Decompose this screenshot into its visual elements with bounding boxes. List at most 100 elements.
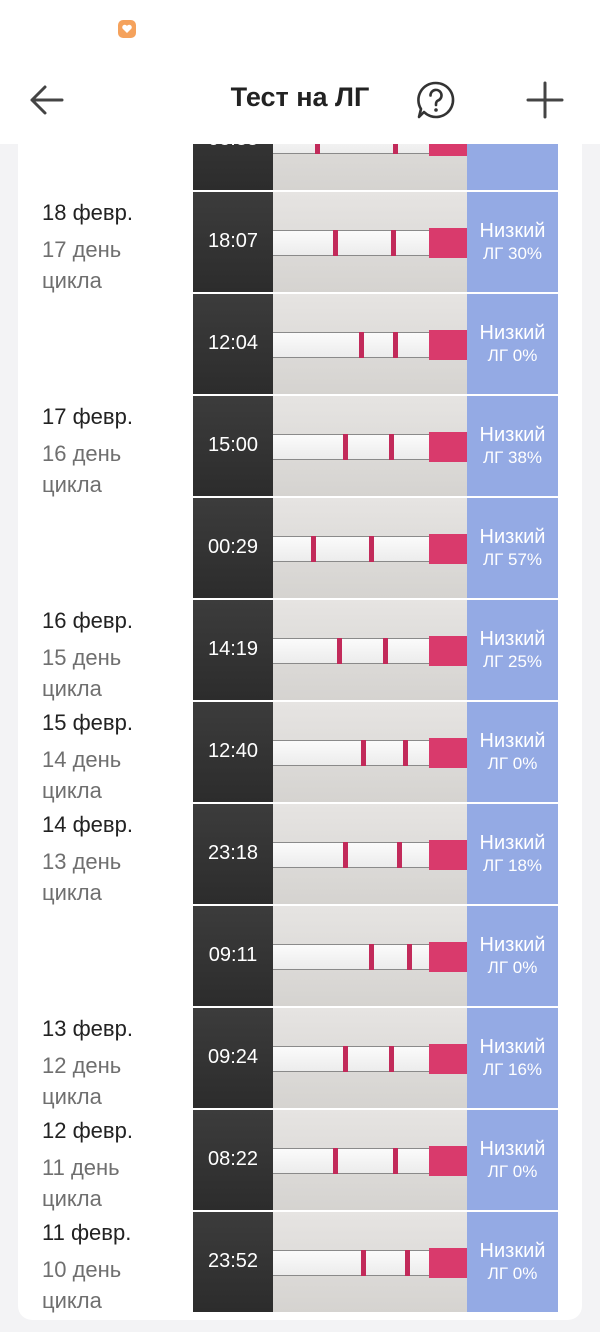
cycle-day: 15 день цикла — [42, 645, 122, 701]
test-time: 12:04 — [207, 332, 259, 354]
row-divider — [193, 700, 558, 702]
test-strip-photo[interactable]: 09:24 — [193, 1008, 467, 1108]
lh-result: Низкий ЛГ 57% — [467, 498, 558, 598]
lh-percent: ЛГ 18% — [482, 856, 543, 875]
test-time: 14:19 — [207, 638, 259, 660]
app-notification-icon — [118, 20, 136, 38]
row-divider — [193, 1312, 558, 1314]
test-strip-photo[interactable]: 12:40 — [193, 702, 467, 802]
strip-sample-pad — [429, 636, 467, 666]
lh-result: Низкий ЛГ 16% — [467, 1008, 558, 1108]
photo-shadow — [193, 396, 273, 496]
cycle-day: 17 день цикла — [42, 237, 122, 293]
lh-level: Низкий — [479, 628, 546, 650]
strip-line — [397, 842, 402, 868]
test-time: 23:18 — [207, 842, 259, 864]
test-time: 18:07 — [207, 230, 259, 252]
date-column — [42, 504, 192, 510]
entry-date: 12 февр. — [42, 1118, 133, 1143]
test-entry-row[interactable]: 11 февр. 10 день цикла 23:52 Низкий ЛГ 0% — [18, 1212, 582, 1314]
lh-percent: ЛГ 0% — [487, 1264, 538, 1283]
row-divider — [193, 394, 558, 396]
lh-percent: ЛГ 0% — [487, 1162, 538, 1181]
lh-level: Низкий — [479, 1240, 546, 1262]
test-strip-photo[interactable]: 15:00 — [193, 396, 467, 496]
date-column: 16 февр. 15 день цикла — [42, 606, 192, 704]
cycle-day: 14 день цикла — [42, 747, 122, 803]
test-entry-row[interactable]: 16 февр. 15 день цикла 14:19 Низкий ЛГ 25% — [18, 600, 582, 702]
strip-line — [393, 1148, 398, 1174]
test-entry-row[interactable]: 09:11 Низкий ЛГ 0% — [18, 906, 582, 1008]
add-button[interactable] — [522, 78, 568, 122]
row-divider — [193, 1210, 558, 1212]
date-column: 17 февр. 16 день цикла — [42, 402, 192, 500]
test-time: 09:11 — [208, 944, 258, 966]
back-button[interactable] — [24, 78, 72, 122]
test-strip-photo[interactable]: 08:22 — [193, 1110, 467, 1210]
date-column: 12 февр. 11 день цикла — [42, 1116, 192, 1214]
strip-line — [361, 1250, 366, 1276]
test-strip — [273, 144, 467, 154]
test-strip-photo[interactable]: 14:19 — [193, 600, 467, 700]
test-time: 08:33 — [193, 144, 273, 151]
test-entry-row[interactable]: 14 февр. 13 день цикла 23:18 Низкий ЛГ 18% — [18, 804, 582, 906]
page-title: Тест на ЛГ — [230, 82, 370, 112]
test-entry-row[interactable]: 18 февр. 17 день цикла 18:07 Низкий ЛГ 30% — [18, 192, 582, 294]
arrow-left-icon — [30, 85, 64, 115]
strip-line — [337, 638, 342, 664]
entry-date: 11 февр. — [42, 1220, 132, 1245]
strip-sample-pad — [429, 534, 467, 564]
lh-level: Низкий — [479, 832, 546, 854]
test-entry-row[interactable]: 17 февр. 16 день цикла 15:00 Низкий ЛГ 38% — [18, 396, 582, 498]
lh-percent: ЛГ 0% — [487, 754, 538, 773]
photo-shadow — [193, 906, 273, 1006]
strip-line — [343, 434, 348, 460]
photo-shadow — [193, 294, 273, 394]
test-time: 23:52 — [207, 1250, 259, 1272]
entry-date: 16 февр. — [42, 608, 133, 633]
test-strip-photo[interactable]: 12:04 — [193, 294, 467, 394]
test-strip-photo[interactable]: 23:52 — [193, 1212, 467, 1312]
strip-line — [343, 842, 348, 868]
cycle-day: 10 день цикла — [42, 1257, 122, 1313]
strip-line — [407, 944, 412, 970]
plus-icon — [526, 81, 564, 119]
lh-result: Низкий ЛГ 0% — [467, 1212, 558, 1312]
strip-line — [393, 332, 398, 358]
strip-line — [333, 1148, 338, 1174]
strip-line — [315, 144, 320, 154]
lh-result: Низкий ЛГ 0% — [467, 906, 558, 1006]
lh-level: Низкий — [479, 1138, 546, 1160]
cycle-day: 12 день цикла — [42, 1053, 122, 1109]
strip-line — [343, 1046, 348, 1072]
test-entry-row[interactable]: 12:04 Низкий ЛГ 0% — [18, 294, 582, 396]
date-column: 14 февр. 13 день цикла — [42, 810, 192, 908]
row-divider — [193, 904, 558, 906]
test-strip-photo[interactable]: 18:07 — [193, 192, 467, 292]
strip-sample-pad — [429, 1044, 467, 1074]
help-button[interactable] — [414, 78, 458, 122]
strip-sample-pad — [429, 738, 467, 768]
lh-percent: ЛГ 30% — [482, 244, 543, 263]
lh-result: Низкий ЛГ 0% — [467, 702, 558, 802]
test-strip-photo[interactable]: 08:33 — [193, 144, 467, 190]
lh-result: ЛГ 0% — [467, 144, 558, 190]
test-entry-row[interactable]: 08:33 ЛГ 0% — [18, 144, 582, 192]
test-strip-photo[interactable]: 00:29 — [193, 498, 467, 598]
test-entry-row[interactable]: 15 февр. 14 день цикла 12:40 Низкий ЛГ 0% — [18, 702, 582, 804]
test-entry-row[interactable]: 13 февр. 12 день цикла 09:24 Низкий ЛГ 16% — [18, 1008, 582, 1110]
lh-tests-list-card: 08:33 ЛГ 0% 18 февр. 17 день цикла 18:07 Низк… — [18, 144, 582, 1320]
lh-percent: ЛГ 0% — [487, 346, 538, 365]
photo-shadow — [193, 804, 273, 904]
test-strip-photo[interactable]: 23:18 — [193, 804, 467, 904]
strip-sample-pad — [429, 1146, 467, 1176]
test-time: 15:00 — [207, 434, 259, 456]
test-entry-row[interactable]: 12 февр. 11 день цикла 08:22 Низкий ЛГ 0% — [18, 1110, 582, 1212]
lh-result: Низкий ЛГ 25% — [467, 600, 558, 700]
row-divider — [193, 598, 558, 600]
lh-result: Низкий ЛГ 18% — [467, 804, 558, 904]
strip-line — [383, 638, 388, 664]
test-entry-row[interactable]: 00:29 Низкий ЛГ 57% — [18, 498, 582, 600]
strip-line — [393, 144, 398, 154]
test-strip-photo[interactable]: 09:11 — [193, 906, 467, 1006]
